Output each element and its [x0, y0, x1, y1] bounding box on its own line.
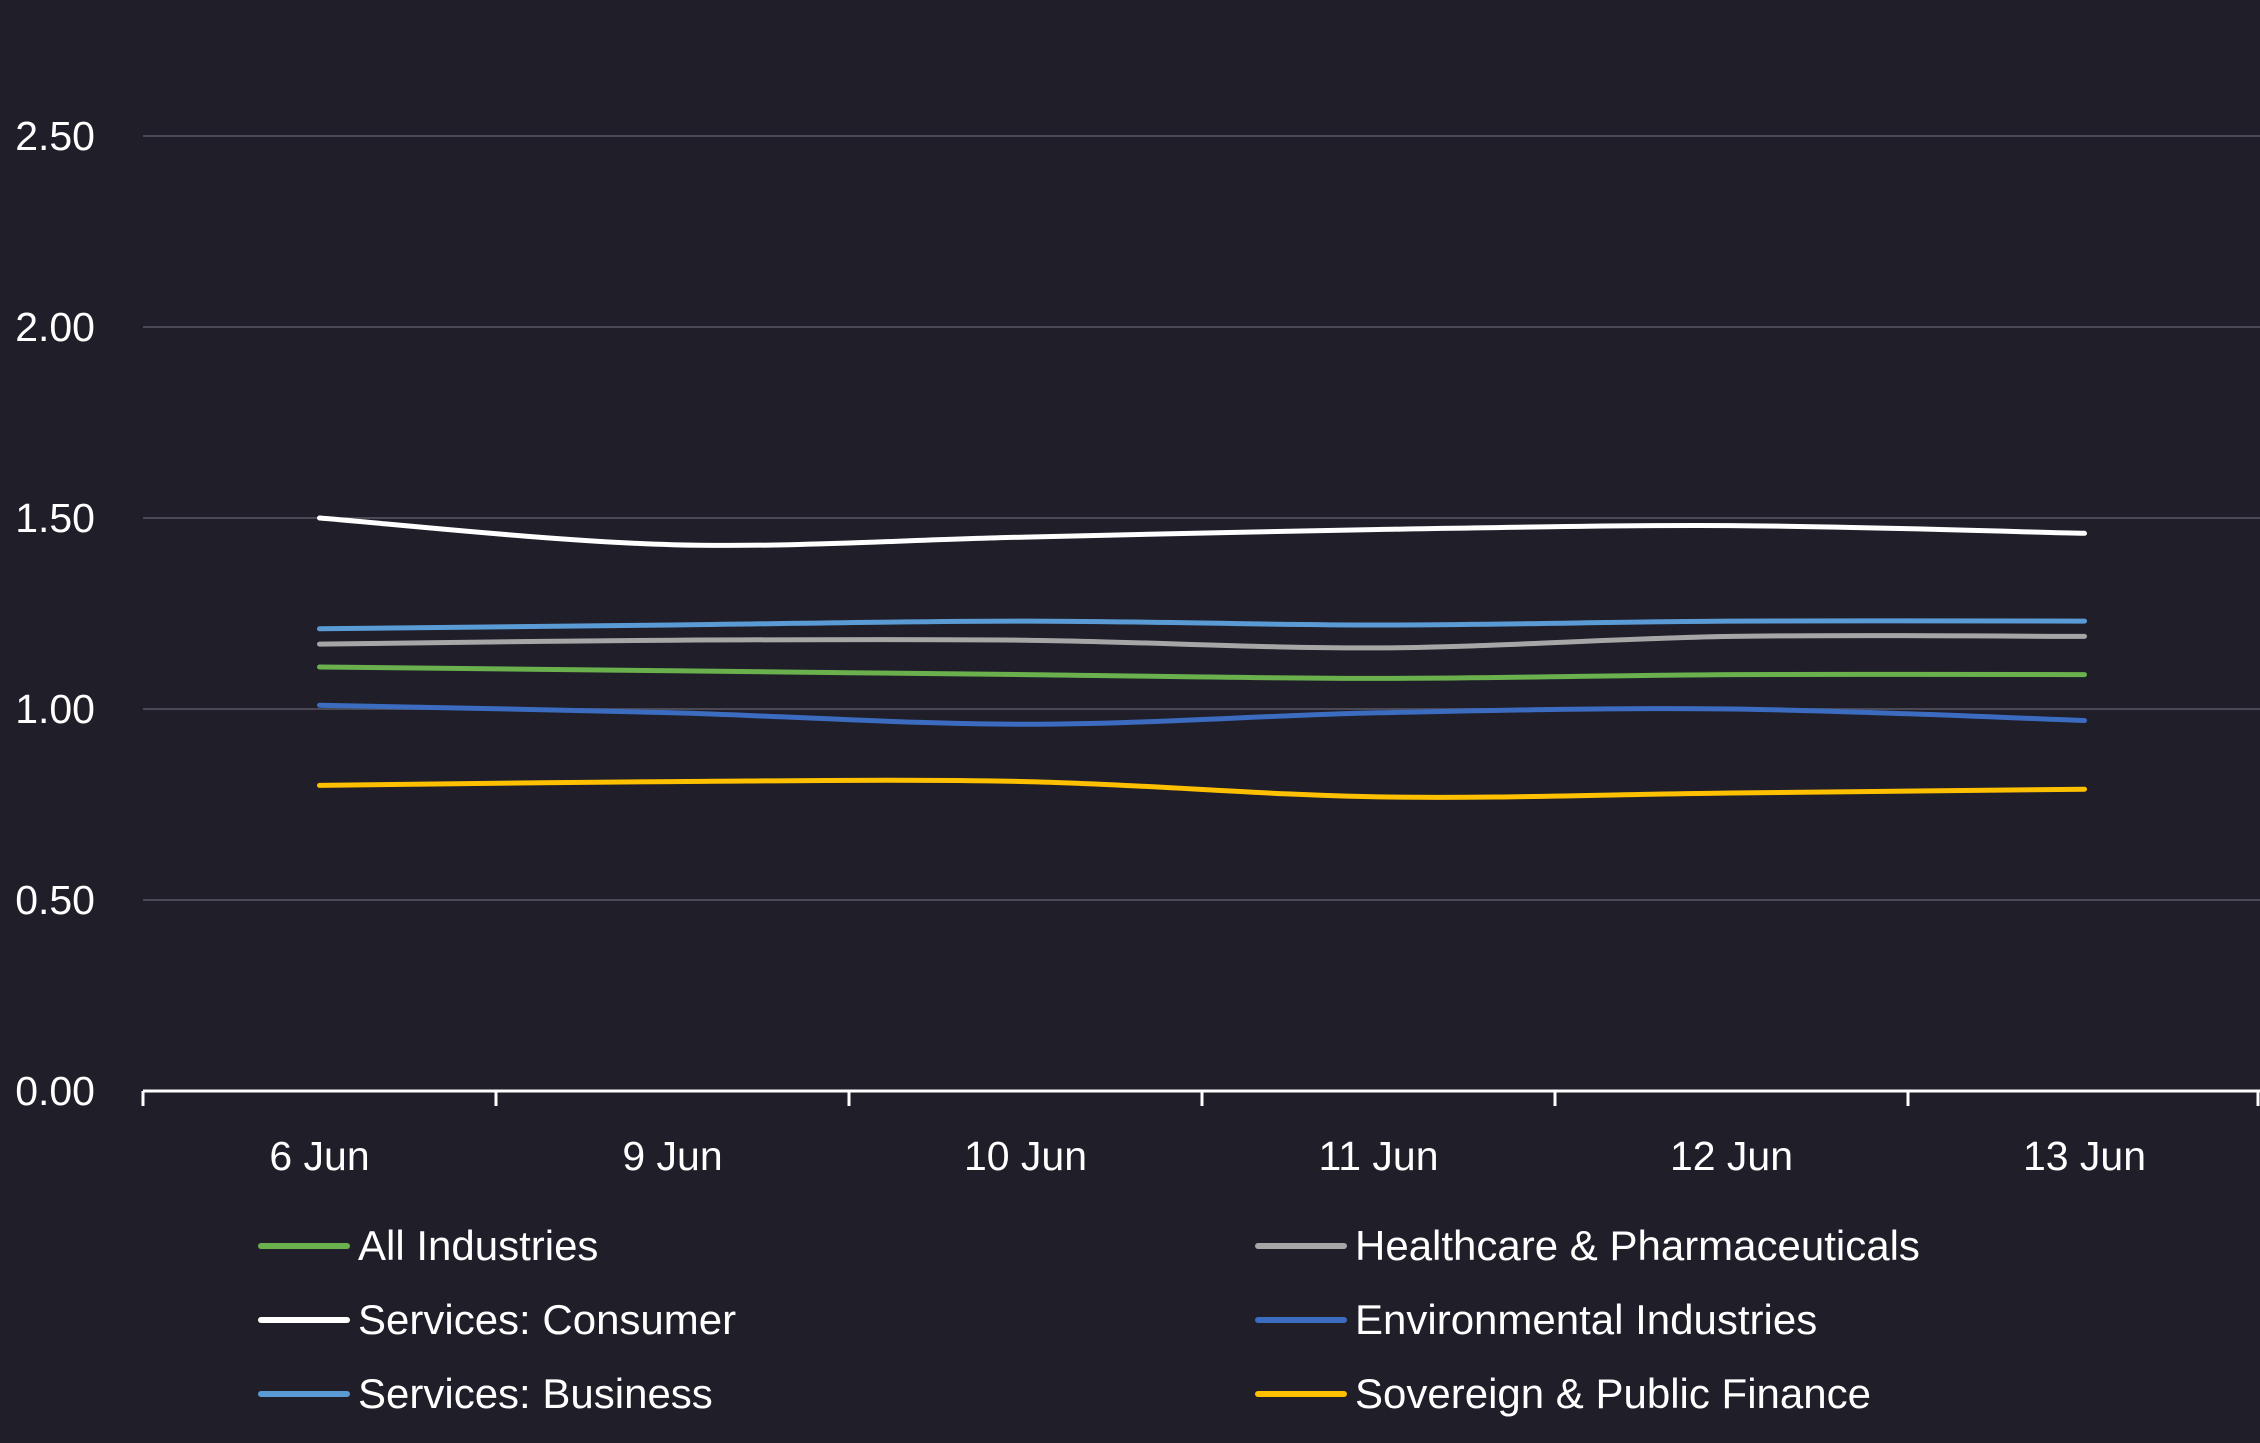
series-line-all-industries [317, 664, 2087, 681]
y-tick-label-0.00: 0.00 [15, 1068, 95, 1114]
series-line-services-business [317, 618, 2087, 632]
y-tick-label-1.50: 1.50 [15, 495, 95, 541]
series-lines [317, 515, 2087, 800]
x-tick-label-11-jun: 11 Jun [1318, 1133, 1438, 1179]
y-axis-tick-labels: 0.00 0.50 1.00 1.50 2.00 2.50 [15, 113, 95, 1114]
x-tick-label-9-jun: 9 Jun [622, 1133, 722, 1179]
y-tick-label-0.50: 0.50 [15, 877, 95, 923]
x-axis-tick-labels: 6 Jun 9 Jun 10 Jun 11 Jun 12 Jun 13 Jun [269, 1133, 2146, 1179]
y-tick-label-1.00: 1.00 [15, 686, 95, 732]
series-line-environmental-industries [317, 702, 2087, 727]
x-tick-label-10-jun: 10 Jun [964, 1133, 1087, 1179]
x-axis [141, 1089, 2260, 1106]
x-tick-label-6-jun: 6 Jun [269, 1133, 369, 1179]
series-line-services-consumer [317, 515, 2087, 548]
x-tick-label-13-jun: 13 Jun [2023, 1133, 2146, 1179]
y-tick-label-2.00: 2.00 [15, 304, 95, 350]
x-tick-label-12-jun: 12 Jun [1670, 1133, 1793, 1179]
series-line-sovereign-public-finance [317, 777, 2087, 800]
y-tick-label-2.50: 2.50 [15, 113, 95, 159]
series-line-healthcare-pharmaceuticals [317, 633, 2087, 651]
